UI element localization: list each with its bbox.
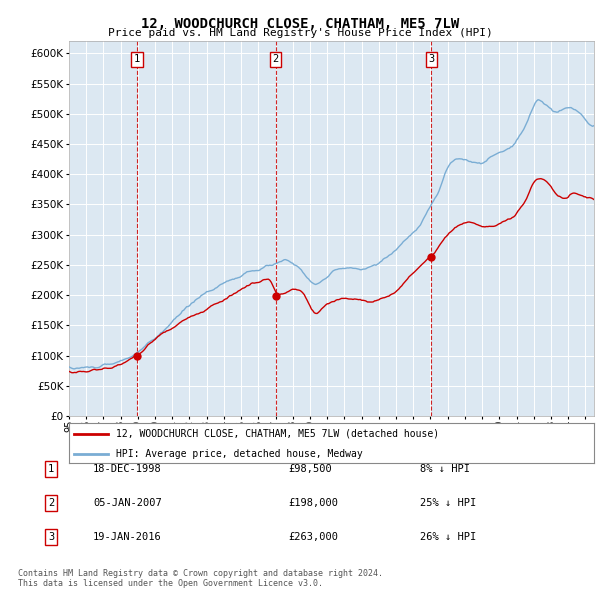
Text: 25% ↓ HPI: 25% ↓ HPI	[420, 498, 476, 507]
Text: Contains HM Land Registry data © Crown copyright and database right 2024.
This d: Contains HM Land Registry data © Crown c…	[18, 569, 383, 588]
Text: 2: 2	[272, 54, 279, 64]
Text: HPI: Average price, detached house, Medway: HPI: Average price, detached house, Medw…	[116, 450, 363, 460]
Text: 1: 1	[134, 54, 140, 64]
Text: 3: 3	[48, 532, 54, 542]
Text: 26% ↓ HPI: 26% ↓ HPI	[420, 532, 476, 542]
Text: £98,500: £98,500	[288, 464, 332, 474]
Text: 8% ↓ HPI: 8% ↓ HPI	[420, 464, 470, 474]
Text: 19-JAN-2016: 19-JAN-2016	[93, 532, 162, 542]
Text: 12, WOODCHURCH CLOSE, CHATHAM, ME5 7LW (detached house): 12, WOODCHURCH CLOSE, CHATHAM, ME5 7LW (…	[116, 429, 439, 439]
Text: 2: 2	[48, 498, 54, 507]
Text: 12, WOODCHURCH CLOSE, CHATHAM, ME5 7LW: 12, WOODCHURCH CLOSE, CHATHAM, ME5 7LW	[141, 17, 459, 31]
Text: 3: 3	[428, 54, 434, 64]
Text: 18-DEC-1998: 18-DEC-1998	[93, 464, 162, 474]
Text: £198,000: £198,000	[288, 498, 338, 507]
Text: £263,000: £263,000	[288, 532, 338, 542]
Text: 1: 1	[48, 464, 54, 474]
Text: Price paid vs. HM Land Registry's House Price Index (HPI): Price paid vs. HM Land Registry's House …	[107, 28, 493, 38]
Text: 05-JAN-2007: 05-JAN-2007	[93, 498, 162, 507]
